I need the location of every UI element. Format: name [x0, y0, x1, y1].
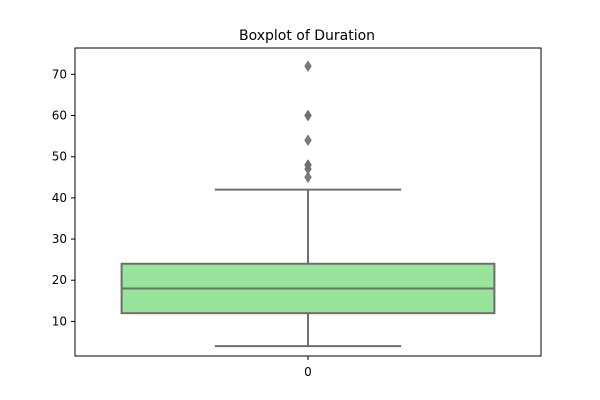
y-tick-label: 60 — [52, 109, 67, 123]
y-tick-label: 30 — [52, 232, 67, 246]
outlier-point — [304, 60, 312, 72]
x-tick-label: 0 — [304, 365, 312, 379]
y-tick-label: 50 — [52, 150, 67, 164]
outlier-point — [304, 171, 312, 184]
outlier-point — [304, 159, 312, 171]
x-axis: 0 — [304, 356, 312, 379]
y-tick-label: 70 — [52, 67, 67, 81]
outlier-point — [304, 109, 312, 122]
y-tick-label: 10 — [52, 314, 67, 328]
chart-title: Boxplot of Duration — [239, 28, 375, 44]
outlier-point — [304, 134, 312, 146]
y-tick-label: 40 — [52, 191, 67, 205]
y-axis: 10 20 30 40 50 60 70 — [52, 67, 75, 328]
plot-content — [120, 60, 496, 348]
y-tick-label: 20 — [52, 273, 67, 287]
